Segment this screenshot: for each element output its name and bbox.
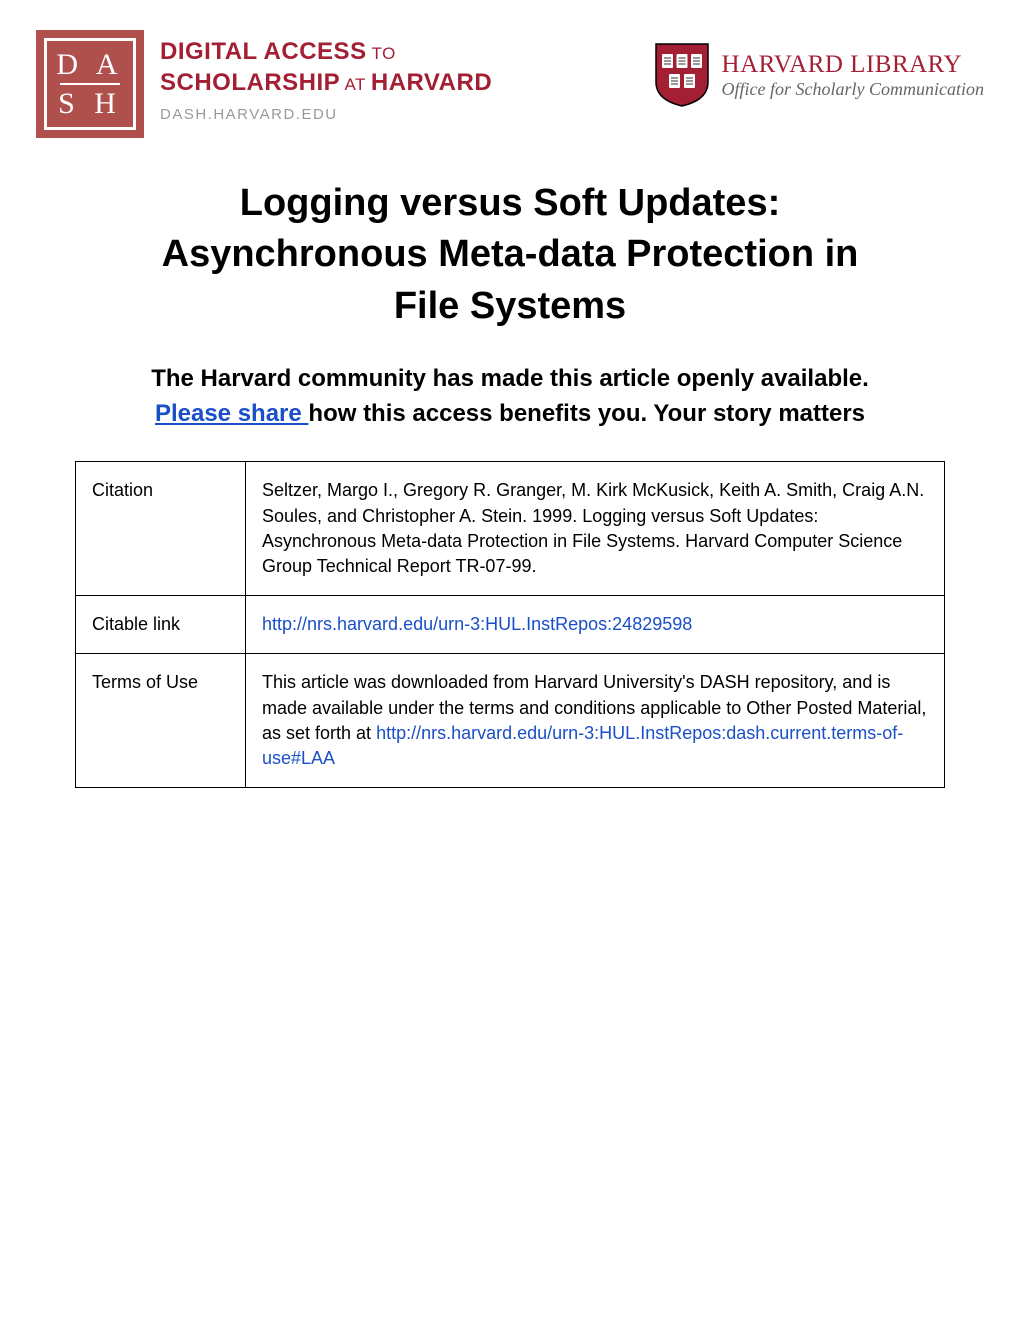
table-row: Citable link http://nrs.harvard.edu/urn-… <box>76 596 945 654</box>
community-part1: The Harvard community has made this arti… <box>151 365 869 392</box>
header: D A S H DIGITAL ACCESS TO SCHOLARSHIP AT… <box>36 30 984 138</box>
citation-label: Citation <box>76 462 246 596</box>
community-part2: how this access benefits you. Your story… <box>308 400 865 427</box>
citable-link-label: Citable link <box>76 596 246 654</box>
harvard-text-block: HARVARD LIBRARY Office for Scholarly Com… <box>722 51 984 100</box>
harvard-title: HARVARD LIBRARY <box>722 51 984 79</box>
dash-title-main2: SCHOLARSHIP <box>160 69 340 96</box>
dash-title-main1: DIGITAL ACCESS <box>160 38 367 65</box>
dash-logo-top: D A <box>56 48 123 81</box>
dash-logo-divider <box>60 83 120 85</box>
metadata-table: Citation Seltzer, Margo I., Gregory R. G… <box>75 461 945 788</box>
citable-link-cell: http://nrs.harvard.edu/urn-3:HUL.InstRep… <box>246 596 945 654</box>
dash-title-small1: TO <box>367 44 396 63</box>
paper-title: Logging versus Soft Updates: Asynchronou… <box>160 178 860 332</box>
citation-text: Seltzer, Margo I., Gregory R. Granger, M… <box>246 462 945 596</box>
dash-title-small2: AT <box>340 75 371 94</box>
dash-title-end2: HARVARD <box>371 69 492 96</box>
citable-link-url[interactable]: http://nrs.harvard.edu/urn-3:HUL.InstRep… <box>262 614 692 634</box>
dash-logo: D A S H <box>36 30 144 138</box>
dash-branding: D A S H DIGITAL ACCESS TO SCHOLARSHIP AT… <box>36 30 492 138</box>
table-row: Citation Seltzer, Margo I., Gregory R. G… <box>76 462 945 596</box>
terms-cell: This article was downloaded from Harvard… <box>246 654 945 788</box>
harvard-subtitle: Office for Scholarly Communication <box>722 79 984 100</box>
dash-title-line1: DIGITAL ACCESS TO <box>160 36 492 67</box>
share-link[interactable]: Please share <box>155 400 308 427</box>
dash-url: DASH.HARVARD.EDU <box>160 106 492 123</box>
dash-title-line2: SCHOLARSHIP AT HARVARD <box>160 67 492 98</box>
dash-logo-bottom: S H <box>58 87 122 120</box>
dash-text-block: DIGITAL ACCESS TO SCHOLARSHIP AT HARVARD… <box>160 30 492 123</box>
harvard-branding: HARVARD LIBRARY Office for Scholarly Com… <box>654 30 984 108</box>
harvard-shield-icon <box>654 42 710 108</box>
community-text: The Harvard community has made this arti… <box>150 362 870 432</box>
table-row: Terms of Use This article was downloaded… <box>76 654 945 788</box>
terms-label: Terms of Use <box>76 654 246 788</box>
